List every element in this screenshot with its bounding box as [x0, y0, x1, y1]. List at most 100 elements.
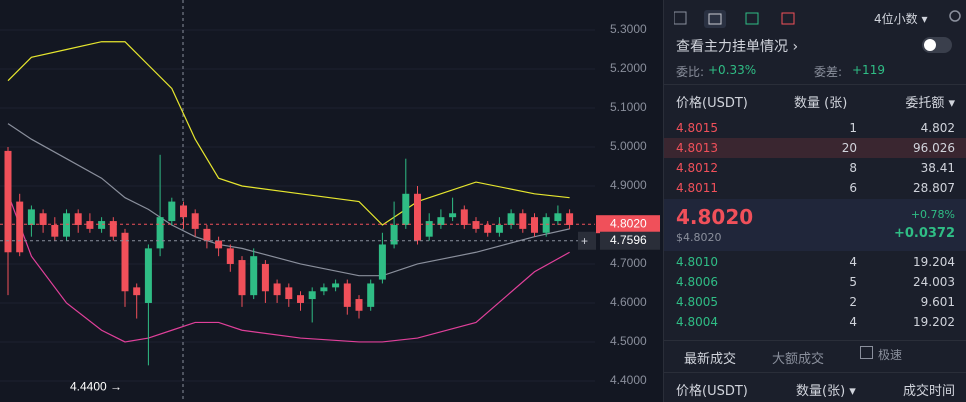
- candle-body: [51, 224, 59, 237]
- row-price: 4.8012: [676, 161, 718, 175]
- y-tick-label: 5.3000: [610, 22, 647, 36]
- candle-body: [332, 283, 340, 288]
- mid-change: +0.0372: [893, 226, 955, 241]
- tab-large[interactable]: 大额成交: [772, 352, 825, 367]
- crosshair-plus: [578, 231, 596, 250]
- book-row[interactable]: 4.8013 20 96.026: [664, 138, 966, 158]
- row-price: 4.8004: [676, 315, 718, 329]
- y-tick-label: 5.0000: [610, 139, 647, 153]
- tab-latest[interactable]: 最新成交: [684, 352, 737, 367]
- depth-title: 查看主力挂单情况: [676, 39, 788, 55]
- row-qty: 2: [849, 295, 857, 309]
- crosshair-plus-sign: +: [581, 234, 588, 248]
- book-row[interactable]: 4.8005 2 9.601: [664, 292, 966, 312]
- row-amount: 4.802: [920, 121, 955, 135]
- band-upper: [7, 41, 570, 226]
- candle-body: [133, 287, 141, 296]
- header-amount-text: 委托额: [905, 96, 945, 111]
- candle-body: [74, 213, 82, 225]
- y-tick-label: 4.4000: [610, 373, 647, 387]
- candle-body: [39, 213, 47, 225]
- header-price: 价格(USDT): [676, 96, 748, 111]
- y-tick-label: 5.1000: [610, 100, 647, 114]
- book-row[interactable]: 4.8011 6 28.807: [664, 178, 966, 198]
- book-row[interactable]: 4.8006 5 24.003: [664, 272, 966, 292]
- depth-link[interactable]: 查看主力挂单情况 ›: [676, 39, 799, 55]
- decimals-label: 4位小数: [874, 12, 918, 26]
- candle-body: [519, 213, 527, 229]
- candle-body: [472, 221, 480, 229]
- candle-body: [273, 283, 281, 296]
- y-tick-label: 4.6000: [610, 295, 647, 309]
- candle-body: [507, 213, 515, 225]
- row-qty: 4: [849, 315, 857, 329]
- y-tick-label: 5.2000: [610, 61, 647, 75]
- candle-body: [355, 299, 363, 311]
- header-qty: 数量 (张): [794, 96, 848, 111]
- band-lower: [7, 193, 570, 343]
- last-price-label: 4.8020: [610, 216, 647, 230]
- row-price: 4.8006: [676, 275, 718, 289]
- candle-body: [109, 221, 117, 237]
- chart: 5.3000 5.2000 5.1000 5.0000 4.9000 4.7000 4.60…: [0, 0, 660, 402]
- candle-body: [215, 240, 223, 249]
- candle-body: [285, 287, 293, 300]
- band-middle: [7, 123, 570, 277]
- candle-body: [4, 150, 12, 253]
- candle-body: [144, 248, 152, 303]
- candle-body: [414, 193, 421, 241]
- candle-body: [460, 209, 468, 225]
- candle-body: [554, 213, 562, 222]
- candle-body: [320, 287, 328, 292]
- row-price: 4.8015: [676, 121, 718, 135]
- row-amount: 19.202: [913, 315, 955, 329]
- candle-body: [203, 228, 211, 241]
- decimals-select[interactable]: 4位小数 ▾: [874, 12, 928, 26]
- candle-body: [250, 256, 258, 296]
- candle-body: [121, 232, 129, 292]
- candle-body: [449, 213, 457, 218]
- candle-body: [226, 248, 234, 264]
- candle-body: [86, 221, 94, 229]
- book-row[interactable]: 4.8015 1 4.802: [664, 118, 966, 138]
- row-amount: 19.204: [913, 255, 955, 269]
- row-price: 4.8011: [676, 181, 718, 195]
- row-amount: 96.026: [913, 141, 955, 155]
- low-marker: 4.4400 →: [70, 380, 122, 394]
- row-amount: 38.41: [920, 161, 955, 175]
- candle-body: [156, 217, 164, 249]
- candle-body: [542, 217, 550, 233]
- trades-header-price: 价格(USDT): [676, 384, 748, 399]
- header-amount[interactable]: 委托额 ▾: [905, 96, 955, 111]
- trades-header-qty[interactable]: 数量(张) ▾: [796, 384, 856, 399]
- trades-header-qty-text: 数量(张): [796, 384, 846, 399]
- crosshair-badge: [600, 231, 660, 250]
- candle-body: [168, 201, 176, 222]
- toolbar-icons[interactable]: [674, 10, 804, 28]
- row-price: 4.8005: [676, 295, 718, 309]
- y-tick-label: 4.7000: [610, 256, 647, 270]
- candle-body: [437, 217, 445, 225]
- candle-body: [566, 213, 574, 225]
- book-row[interactable]: 4.8004 4 19.202: [664, 312, 966, 332]
- toggle[interactable]: [922, 37, 952, 53]
- candle-body: [27, 209, 35, 225]
- candle-body: [180, 205, 187, 218]
- mid-price-box: 4.8020 $4.8020 +0.78% +0.0372: [664, 199, 966, 251]
- settings-icon[interactable]: [948, 9, 962, 23]
- fast-checkbox[interactable]: [860, 346, 873, 359]
- row-qty: 20: [841, 141, 857, 155]
- diff-label: 委差:: [814, 65, 843, 79]
- trades-header-time: 成交时间: [902, 384, 955, 399]
- ratio-value: +0.33%: [708, 63, 757, 77]
- book-row[interactable]: 4.8010 4 19.204: [664, 252, 966, 272]
- candle-body: [367, 283, 375, 307]
- candle-body: [390, 224, 398, 245]
- book-row[interactable]: 4.8012 8 38.41: [664, 158, 966, 178]
- last-price-badge: [596, 215, 660, 234]
- candle-body: [484, 224, 492, 233]
- row-price: 4.8013: [676, 141, 718, 155]
- candle-body: [495, 224, 503, 233]
- candle-body: [191, 213, 199, 229]
